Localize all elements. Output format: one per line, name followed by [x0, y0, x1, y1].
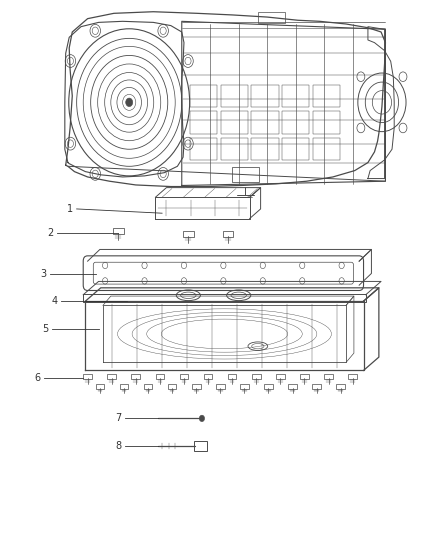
Text: 3: 3: [41, 270, 47, 279]
Text: 7: 7: [115, 414, 121, 423]
Text: 1: 1: [67, 204, 73, 214]
Circle shape: [126, 98, 133, 107]
Text: 5: 5: [42, 324, 48, 334]
Text: 6: 6: [34, 374, 40, 383]
Text: 4: 4: [52, 296, 58, 306]
Text: 2: 2: [47, 228, 53, 238]
Circle shape: [199, 415, 205, 422]
Text: 8: 8: [115, 441, 121, 451]
